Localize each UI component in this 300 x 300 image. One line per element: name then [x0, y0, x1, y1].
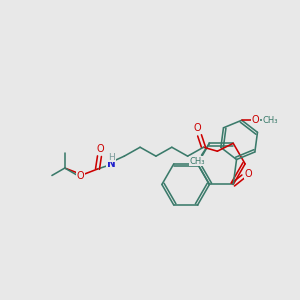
Text: O: O — [244, 169, 252, 178]
Text: CH₃: CH₃ — [190, 157, 205, 166]
Text: N: N — [107, 159, 116, 169]
Text: O: O — [194, 123, 201, 134]
Text: O: O — [97, 144, 104, 154]
Text: O: O — [252, 115, 260, 125]
Text: O: O — [77, 171, 85, 181]
Text: CH₃: CH₃ — [263, 116, 278, 125]
Text: H: H — [108, 153, 115, 162]
